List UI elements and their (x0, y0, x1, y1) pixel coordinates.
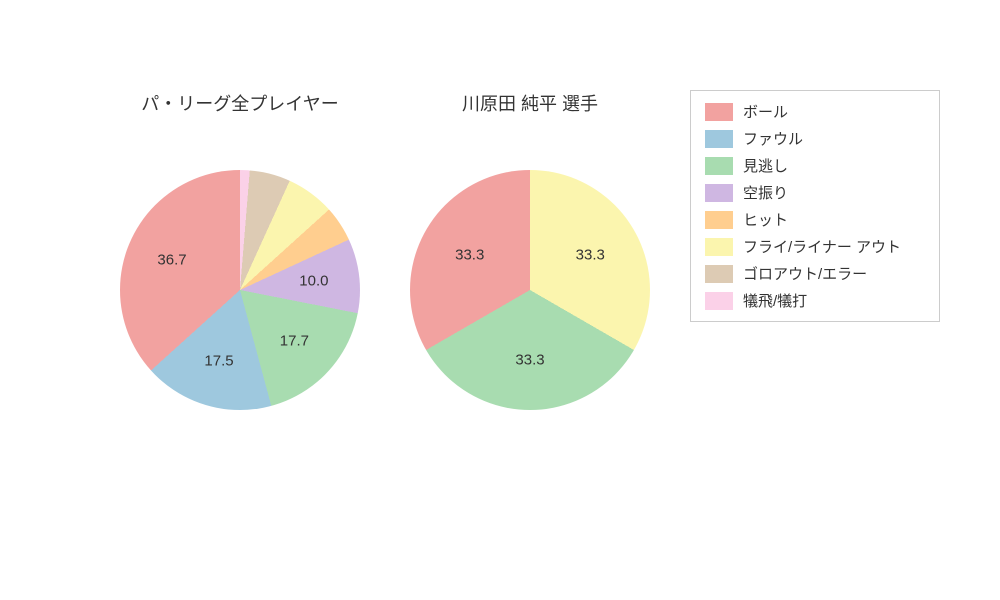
legend-row: ファウル (705, 128, 925, 149)
legend-swatch (705, 292, 733, 310)
legend-row: ゴロアウト/エラー (705, 263, 925, 284)
legend: ボールファウル見逃し空振りヒットフライ/ライナー アウトゴロアウト/エラー犠飛/… (690, 90, 940, 322)
legend-swatch (705, 265, 733, 283)
pie-league: 36.717.517.710.0 (120, 170, 360, 410)
legend-label: ゴロアウト/エラー (743, 263, 867, 284)
legend-swatch (705, 130, 733, 148)
legend-label: フライ/ライナー アウト (743, 236, 901, 257)
legend-row: ボール (705, 101, 925, 122)
legend-label: 見逃し (743, 155, 788, 176)
pie-league-disc (120, 170, 360, 410)
legend-row: ヒット (705, 209, 925, 230)
pie-league-title: パ・リーグ全プレイヤー (110, 90, 370, 116)
pie-player: 33.333.333.3 (410, 170, 650, 410)
legend-label: ボール (743, 101, 788, 122)
legend-row: フライ/ライナー アウト (705, 236, 925, 257)
legend-swatch (705, 211, 733, 229)
legend-label: 犠飛/犠打 (743, 290, 807, 311)
legend-row: 空振り (705, 182, 925, 203)
legend-swatch (705, 238, 733, 256)
legend-row: 見逃し (705, 155, 925, 176)
legend-swatch (705, 103, 733, 121)
legend-swatch (705, 184, 733, 202)
legend-label: ヒット (743, 209, 788, 230)
legend-swatch (705, 157, 733, 175)
chart-canvas: パ・リーグ全プレイヤー 36.717.517.710.0 川原田 純平 選手 3… (0, 0, 1000, 600)
pie-player-title: 川原田 純平 選手 (400, 90, 660, 116)
pie-player-disc (410, 170, 650, 410)
legend-row: 犠飛/犠打 (705, 290, 925, 311)
legend-label: 空振り (743, 182, 788, 203)
legend-label: ファウル (743, 128, 803, 149)
